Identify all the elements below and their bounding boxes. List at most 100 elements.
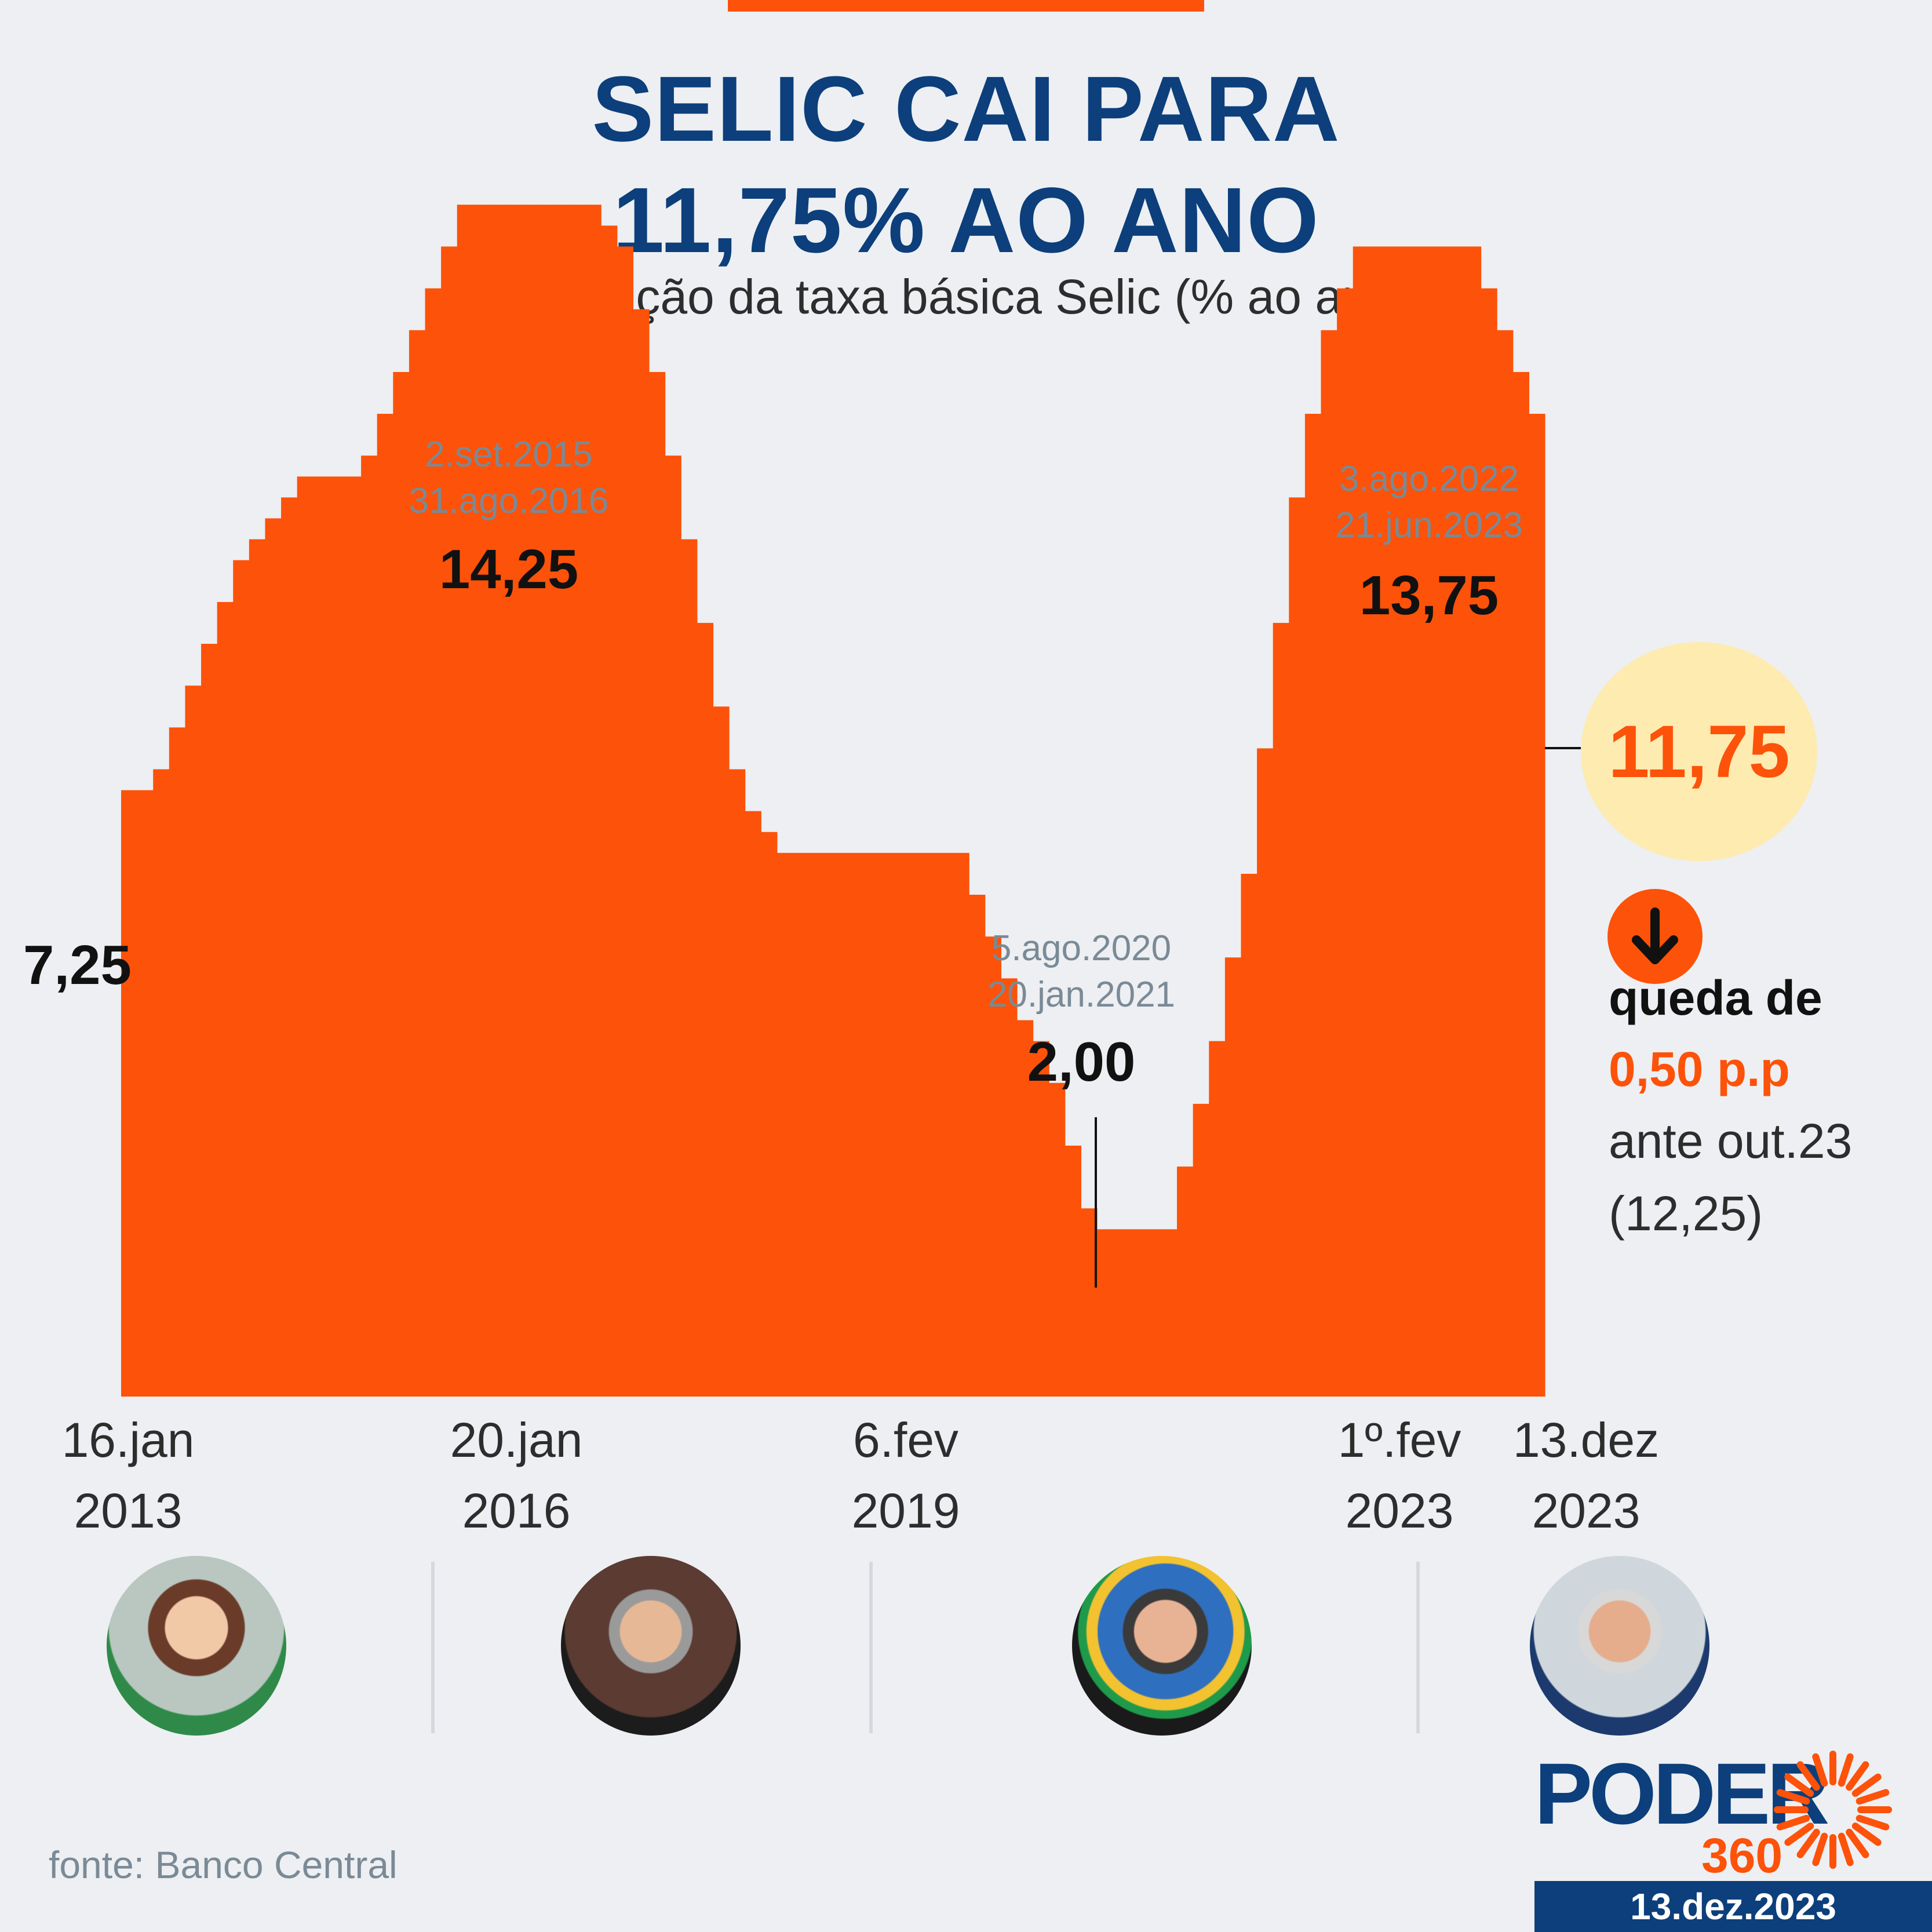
selic-bar	[409, 330, 426, 1397]
selic-bar	[121, 790, 138, 1397]
poder360-logo: PODER 360	[1534, 1750, 1894, 1883]
selic-bar	[1065, 1146, 1082, 1397]
current-rate-value: 11,75	[1608, 710, 1790, 793]
selic-bar	[1161, 1229, 1178, 1397]
low-2020-value: 2,00	[1027, 1031, 1136, 1093]
logo-number: 360	[1701, 1828, 1783, 1883]
selic-bar	[1144, 1229, 1162, 1397]
selic-bar	[936, 852, 954, 1397]
selic-bar	[473, 205, 490, 1397]
selic-bar	[233, 560, 250, 1397]
selic-bar	[1001, 978, 1018, 1397]
selic-bar	[809, 852, 826, 1397]
selic-bar	[1289, 497, 1306, 1397]
selic-bar	[1097, 1229, 1114, 1397]
selic-bar	[1113, 1229, 1129, 1397]
selic-bar	[1177, 1167, 1194, 1397]
title-line-2: 11,75% AO ANO	[613, 168, 1319, 272]
selic-bar	[521, 205, 538, 1397]
source-note: fonte: Banco Central	[49, 1843, 398, 1886]
selic-bar	[777, 852, 794, 1397]
selic-bar	[793, 852, 810, 1397]
selic-bar	[1129, 1229, 1146, 1397]
selic-bar	[1497, 330, 1514, 1397]
selic-bar	[889, 852, 906, 1397]
selic-bar	[313, 476, 330, 1397]
sun-rays-icon	[1774, 1751, 1892, 1869]
period-start-2022: 3.ago.2022	[1339, 459, 1519, 499]
selic-bar	[665, 455, 681, 1397]
selic-bar	[1432, 246, 1449, 1397]
title-line-1: SELIC CAI PARA	[592, 57, 1340, 161]
selic-bar	[1401, 246, 1417, 1397]
selic-bar	[1049, 1082, 1066, 1397]
selic-bar	[345, 476, 362, 1397]
selic-bar	[856, 852, 874, 1397]
selic-bar	[1033, 1041, 1049, 1397]
term-divider	[1416, 1562, 1420, 1733]
selic-bar	[1081, 1208, 1098, 1397]
selic-bar	[1016, 1020, 1034, 1397]
selic-bar	[1449, 246, 1466, 1397]
selic-bar	[1304, 414, 1322, 1397]
selic-bar	[921, 852, 938, 1397]
selic-bar	[1337, 288, 1354, 1397]
selic-bar	[873, 852, 890, 1397]
period-end-2023: 21.jun.2023	[1335, 505, 1523, 545]
selic-bar	[568, 205, 586, 1397]
selic-bar	[729, 769, 746, 1397]
selic-bar	[489, 205, 506, 1397]
selic-bar	[1384, 246, 1402, 1397]
selic-bar	[761, 832, 778, 1397]
selic-bar	[249, 539, 266, 1397]
selic-bar	[457, 205, 473, 1397]
period-start-2020: 5.ago.2020	[991, 928, 1172, 968]
selic-bar	[985, 936, 1001, 1397]
selic-bar	[601, 225, 618, 1397]
selic-bar	[393, 371, 410, 1397]
selic-bar	[265, 518, 282, 1397]
top-accent-bar	[728, 0, 1204, 12]
selic-bar	[1193, 1103, 1209, 1397]
selic-step-chart	[121, 205, 1581, 1397]
selic-bar	[1353, 246, 1369, 1397]
term-divider	[869, 1562, 873, 1733]
publication-date: 13.dez.2023	[1534, 1881, 1932, 1932]
selic-bar	[185, 686, 202, 1397]
selic-bar	[537, 205, 553, 1397]
selic-bar	[713, 706, 730, 1397]
selic-bar	[441, 246, 458, 1397]
selic-bar	[153, 769, 170, 1397]
x-tick-2016: 20.jan 2016	[450, 1413, 583, 1538]
selic-bar	[505, 205, 522, 1397]
lula-portrait	[1530, 1556, 1709, 1736]
bars-group	[121, 205, 1545, 1397]
selic-bar	[137, 790, 154, 1397]
selic-bar	[617, 246, 634, 1397]
drop-label: queda de	[1609, 971, 1822, 1025]
selic-bar	[169, 727, 186, 1397]
dilma-portrait	[107, 1556, 286, 1736]
drop-previous: ante out.23	[1609, 1114, 1853, 1168]
period-start-2015: 2.set.2015	[425, 435, 593, 475]
term-divider	[431, 1562, 435, 1733]
selic-bar	[585, 205, 602, 1397]
selic-bar	[841, 852, 858, 1397]
selic-bar	[905, 852, 921, 1397]
arrow-down-icon	[1607, 889, 1703, 984]
selic-bar	[1369, 246, 1386, 1397]
drop-previous-value: (12,25)	[1609, 1186, 1763, 1241]
selic-bar	[217, 602, 234, 1397]
selic-bar	[697, 622, 714, 1397]
selic-bar	[425, 288, 442, 1397]
period-end-2016: 31.ago.2016	[409, 481, 609, 521]
period-end-2021: 20.jan.2021	[987, 975, 1176, 1015]
selic-bar	[377, 414, 393, 1397]
selic-bar	[1417, 246, 1434, 1397]
subtitle: evolução da taxa básica Selic (% ao ano)	[519, 269, 1413, 324]
selic-bar	[825, 852, 841, 1397]
selic-bar	[969, 895, 986, 1397]
temer-portrait	[561, 1556, 741, 1736]
peak-2022-value: 13,75	[1359, 564, 1499, 626]
